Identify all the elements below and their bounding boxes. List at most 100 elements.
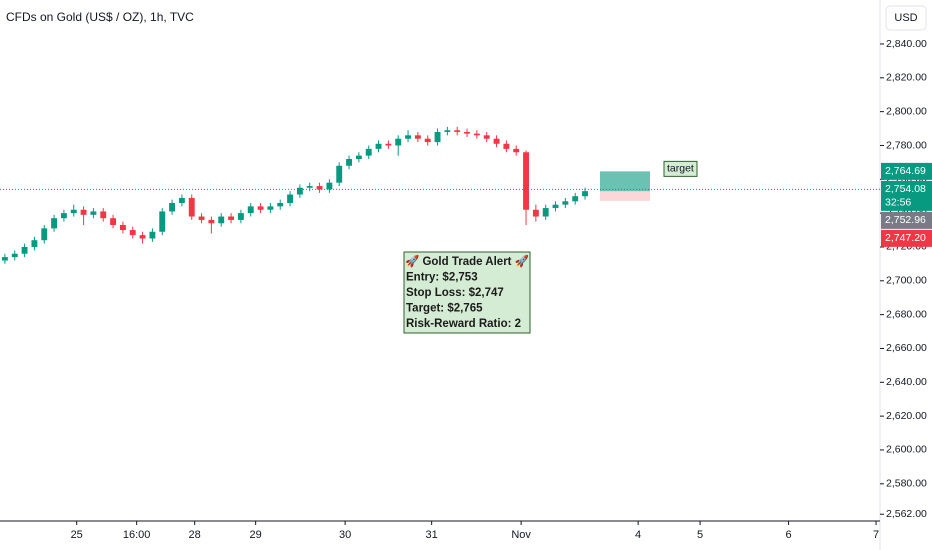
- y-tick-label: 2,700.00: [886, 275, 927, 287]
- candle-body: [100, 211, 107, 219]
- currency: USD: [894, 12, 917, 24]
- chart-title: CFDs on Gold (US$ / OZ), 1h, TVC: [6, 10, 194, 24]
- candle-body: [306, 186, 313, 188]
- candle-body: [355, 155, 362, 160]
- candle-body: [41, 228, 48, 241]
- candle-body: [473, 133, 480, 136]
- candle-body: [188, 197, 195, 217]
- candle-body: [552, 204, 559, 209]
- candle-body: [365, 148, 372, 156]
- candle-body: [218, 216, 225, 224]
- candle-body: [503, 143, 510, 149]
- price-label: 2,747.20: [885, 232, 926, 244]
- candle-body: [326, 182, 333, 190]
- candle-body: [542, 208, 549, 217]
- price-label: 2,764.69: [885, 165, 926, 177]
- x-tick-label: 7: [873, 529, 879, 541]
- candle-body: [1, 257, 8, 261]
- candle-body: [562, 201, 569, 205]
- candle-body: [70, 209, 77, 214]
- position-loss-zone: [600, 191, 650, 201]
- candle-body: [149, 231, 156, 239]
- candle-body: [493, 138, 500, 144]
- candle-body: [395, 138, 402, 146]
- candle-body: [316, 186, 323, 190]
- annotation-line: Stop Loss: $2,747: [406, 287, 504, 299]
- candle-body: [169, 202, 176, 212]
- y-tick-label: 2,640.00: [886, 376, 927, 388]
- candle-body: [198, 216, 205, 220]
- target-label: target: [667, 163, 694, 175]
- candle-body: [51, 218, 58, 229]
- candle-body: [277, 202, 284, 207]
- y-tick-label: 2,562.00: [886, 508, 927, 520]
- candle-body: [257, 206, 264, 210]
- x-tick-label: 30: [339, 529, 351, 541]
- candle-body: [90, 211, 97, 215]
- candle-body: [159, 211, 166, 232]
- x-tick-label: Nov: [511, 529, 531, 541]
- candle-body: [129, 230, 136, 236]
- candle-body: [80, 209, 87, 215]
- x-tick-label: 5: [697, 529, 703, 541]
- x-tick-label: 16:00: [123, 529, 151, 541]
- y-tick-label: 2,780.00: [886, 139, 927, 151]
- candle-body: [11, 253, 18, 258]
- annotation-title: 🚀 Gold Trade Alert 🚀: [405, 254, 530, 268]
- candle-body: [21, 246, 28, 254]
- candle-body: [60, 213, 67, 219]
- annotation-line: Target: $2,765: [406, 303, 483, 315]
- x-tick-label: 4: [635, 529, 641, 541]
- candle-body: [346, 159, 352, 166]
- price-label: 2,752.96: [885, 214, 926, 226]
- price-label: 2,754.08: [885, 183, 926, 195]
- x-tick-label: 29: [250, 529, 262, 541]
- candle-body: [375, 143, 382, 149]
- candle-body: [119, 224, 126, 231]
- candle-body: [139, 235, 146, 239]
- candle-body: [572, 196, 579, 202]
- annotation-line: Entry: $2,753: [406, 272, 478, 284]
- candle-body: [424, 138, 431, 143]
- y-tick-label: 2,620.00: [886, 410, 927, 422]
- candle-body: [228, 216, 235, 220]
- price-label-bg: [881, 180, 932, 211]
- x-tick-label: 28: [189, 529, 201, 541]
- y-tick-label: 2,820.00: [886, 72, 927, 84]
- candle-body: [110, 218, 117, 225]
- candle-body: [208, 219, 215, 224]
- annotation-line: Risk-Reward Ratio: 2: [406, 318, 521, 330]
- candle-body: [582, 191, 588, 197]
- candle-body: [237, 213, 244, 220]
- y-tick-label: 2,580.00: [886, 478, 927, 490]
- price-label-bg: [881, 211, 932, 229]
- countdown: 32:56: [885, 197, 911, 209]
- annotation-box: [403, 251, 531, 334]
- candle-body: [513, 148, 520, 153]
- candle-body: [483, 135, 490, 139]
- candle-body: [296, 187, 303, 195]
- candle-body: [287, 194, 294, 203]
- candle-body: [523, 152, 529, 210]
- candle-body: [444, 130, 451, 132]
- candle-body: [385, 143, 392, 146]
- x-tick-label: 6: [785, 529, 791, 541]
- candle-body: [454, 130, 461, 132]
- y-tick-label: 2,600.00: [886, 444, 927, 456]
- y-tick-label: 2,660.00: [886, 342, 927, 354]
- candle-body: [336, 165, 343, 183]
- candle-body: [434, 131, 441, 143]
- y-tick-label: 2,680.00: [886, 308, 927, 320]
- y-tick-label: 2,800.00: [886, 105, 927, 117]
- y-tick-label: 2,840.00: [886, 38, 927, 50]
- currency-button[interactable]: [885, 5, 927, 31]
- x-tick-label: 25: [71, 529, 83, 541]
- x-tick-label: 31: [426, 529, 438, 541]
- candle-body: [414, 135, 421, 139]
- target-label-box: [663, 160, 698, 177]
- candle-body: [464, 131, 470, 134]
- candle-body: [178, 197, 185, 203]
- price-label-bg: [881, 162, 932, 180]
- price-label-bg: [881, 229, 932, 247]
